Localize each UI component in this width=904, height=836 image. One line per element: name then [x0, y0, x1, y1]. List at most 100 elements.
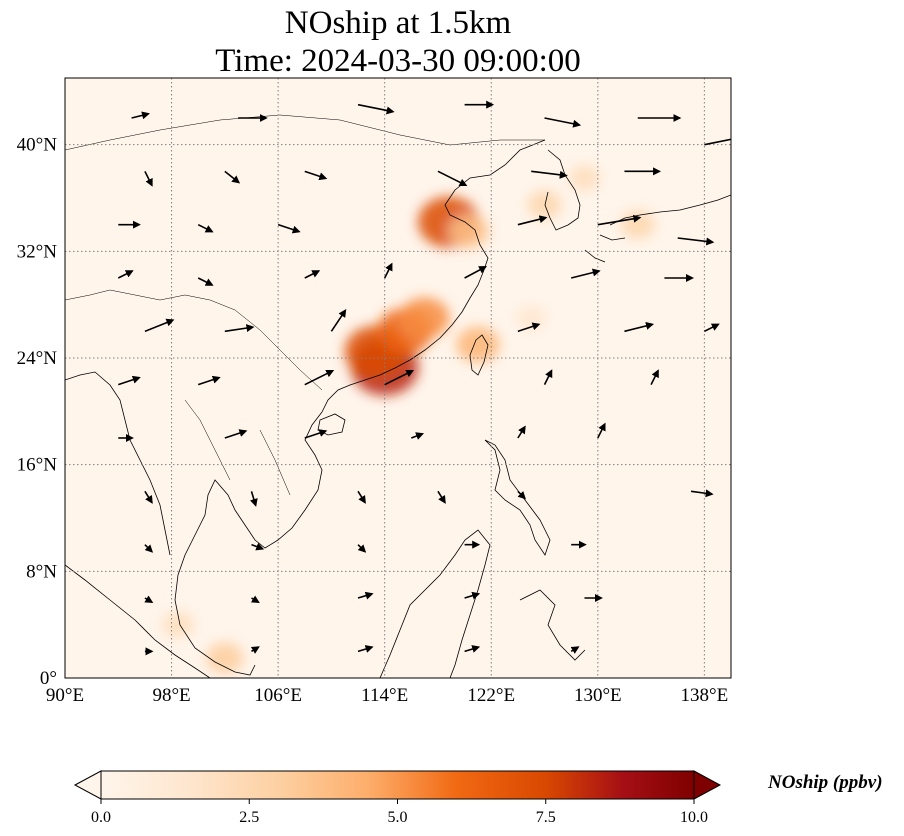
colorbar-label: NOship (ppbv): [767, 772, 883, 793]
wind-arrow: [117, 270, 134, 279]
colorbar-tick-label: 0.0: [91, 809, 111, 826]
wind-arrow: [597, 214, 642, 226]
gridlines: [65, 78, 731, 678]
y-tick-label: 8°N: [26, 561, 57, 582]
wind-arrow: [144, 170, 153, 187]
coastline-borneo: [379, 529, 491, 678]
wind-arrow: [464, 591, 481, 600]
concentration-hotspot: [448, 214, 489, 249]
wind-arrow: [304, 429, 328, 439]
wind-arrow: [517, 215, 548, 226]
wind-arrow: [464, 645, 481, 653]
coastline-indochina: [174, 411, 323, 676]
wind-arrow: [650, 369, 659, 386]
concentration-hotspot: [527, 190, 562, 219]
wind-arrow: [437, 490, 446, 504]
wind-arrow: [517, 322, 541, 333]
wind-arrow: [118, 375, 141, 386]
wind-arrow: [224, 170, 241, 184]
coastline-sulawesi: [519, 589, 586, 661]
wind-arrow: [277, 223, 301, 234]
concentration-hotspot: [620, 210, 655, 239]
wind-vectors: [117, 100, 731, 656]
wind-arrow: [690, 489, 714, 498]
coastline-bay-of-bengal: [65, 371, 171, 556]
map-plot-area: [64, 77, 732, 679]
wind-arrow: [624, 322, 654, 333]
y-tick-label: 24°N: [17, 348, 58, 369]
wind-arrow: [677, 237, 715, 246]
wind-arrow: [144, 490, 153, 504]
wind-arrow: [197, 375, 221, 386]
concentration-hotspot: [206, 642, 244, 674]
colorbar-tick-label: 7.5: [536, 809, 556, 826]
x-tick-label: 114°E: [361, 685, 408, 706]
wind-arrow: [304, 369, 335, 386]
x-tick-label: 106°E: [254, 685, 302, 706]
y-tick-label: 32°N: [17, 241, 58, 262]
y-axis-ticks: 0° 8°N 16°N 24°N 32°N 40°N: [17, 135, 58, 689]
colorbar-ticks: 0.0 2.5 5.0 7.5 10.0: [91, 799, 708, 826]
colorbar-tick-label: 10.0: [680, 809, 708, 826]
coastline-japan: [584, 194, 731, 263]
wind-arrow: [704, 138, 731, 146]
colorbar-body: [100, 770, 695, 800]
wind-arrow: [357, 591, 374, 600]
map-frame: [64, 77, 732, 679]
border-inland: [65, 114, 545, 496]
concentration-field: [162, 165, 655, 674]
wind-arrow: [517, 490, 527, 500]
wind-arrow: [543, 369, 553, 386]
y-tick-label: 16°N: [17, 455, 58, 476]
wind-arrow: [224, 324, 255, 333]
wind-arrow: [357, 103, 395, 115]
x-tick-label: 90°E: [46, 685, 84, 706]
wind-arrow: [251, 542, 265, 551]
wind-arrow: [357, 645, 374, 653]
wind-arrow: [357, 544, 367, 553]
wind-arrow: [464, 266, 488, 279]
coastline-korea: [544, 149, 581, 231]
wind-arrow: [144, 318, 175, 333]
colorbar-extend-max: [693, 770, 722, 800]
wind-arrow: [544, 117, 582, 128]
wind-arrow: [517, 425, 526, 439]
wind-arrow: [131, 111, 150, 120]
coastline-philippines: [484, 439, 551, 556]
wind-arrow: [250, 595, 260, 604]
x-tick-label: 122°E: [467, 685, 515, 706]
wind-arrow: [384, 369, 415, 386]
wind-arrow: [570, 268, 601, 279]
wind-arrow: [250, 491, 258, 507]
concentration-hotspot: [400, 297, 450, 339]
wind-arrow: [144, 595, 154, 604]
wind-arrow: [197, 277, 214, 286]
concentration-hotspot: [456, 326, 500, 363]
wind-arrow: [383, 262, 393, 279]
wind-arrow: [357, 490, 366, 504]
wind-arrow: [330, 309, 347, 332]
wind-arrow: [570, 646, 580, 654]
concentration-hotspot: [568, 165, 601, 191]
colorbar: 0.0 2.5 5.0 7.5 10.0 NOship (ppbv): [73, 770, 883, 826]
x-axis-ticks: 90°E 98°E 106°E 114°E 122°E 130°E 138°E: [46, 685, 728, 706]
x-tick-label: 130°E: [574, 685, 622, 706]
wind-arrow: [144, 544, 154, 553]
y-tick-label: 40°N: [17, 135, 58, 156]
concentration-hotspot: [162, 611, 194, 638]
wind-arrow: [304, 270, 321, 279]
wind-arrow: [437, 170, 468, 187]
wind-arrow: [597, 422, 606, 439]
chart-title-line2: Time: 2024-03-30 09:00:00: [215, 43, 580, 79]
x-tick-label: 98°E: [152, 685, 190, 706]
chart-title-line1: NOship at 1.5km: [285, 5, 512, 41]
wind-arrow: [250, 646, 260, 654]
coastline-hainan: [317, 413, 346, 436]
wind-arrow: [531, 170, 568, 179]
coastline-sumatra: [65, 564, 211, 678]
y-tick-label: 0°: [40, 668, 57, 689]
wind-arrow: [704, 323, 720, 333]
wind-arrow: [197, 223, 214, 233]
wind-arrow: [224, 429, 248, 439]
